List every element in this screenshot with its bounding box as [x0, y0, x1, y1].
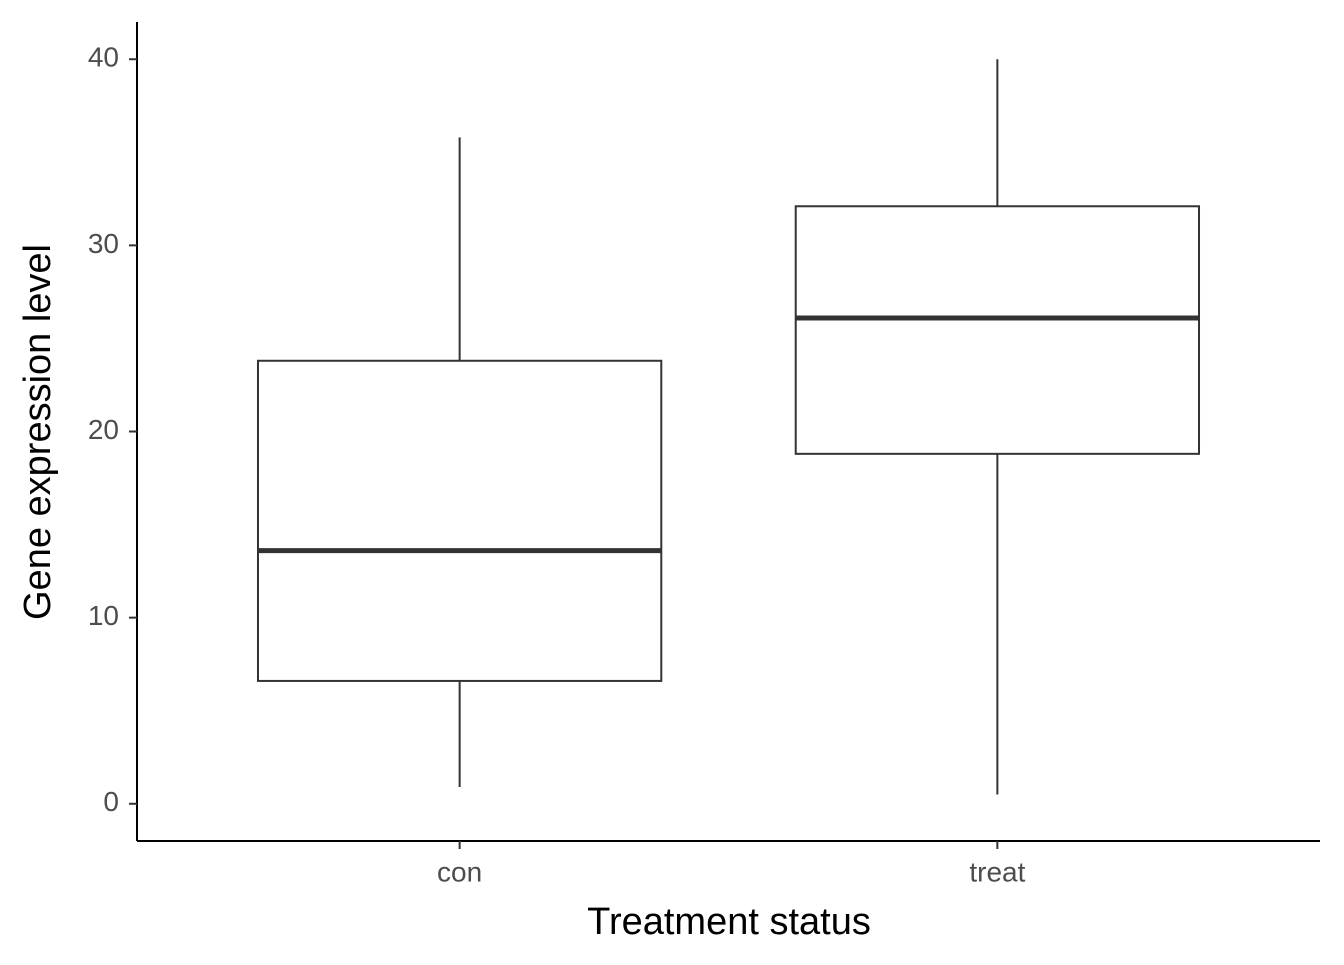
y-tick-label: 10 — [88, 600, 119, 631]
y-tick-label: 0 — [103, 786, 119, 817]
y-tick-label: 40 — [88, 42, 119, 73]
y-tick-label: 30 — [88, 228, 119, 259]
x-axis-title: Treatment status — [587, 901, 871, 943]
x-tick-label: treat — [969, 856, 1025, 887]
y-axis-title: Gene expression level — [17, 244, 59, 620]
x-tick-label: con — [437, 856, 482, 887]
y-tick-label: 20 — [88, 414, 119, 445]
box — [256, 359, 663, 682]
box — [794, 205, 1201, 455]
